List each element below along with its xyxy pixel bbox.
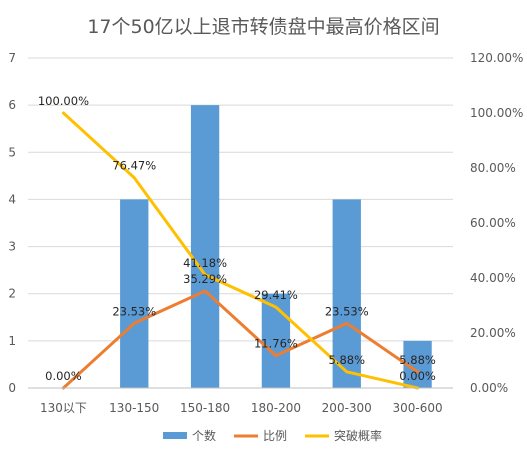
bar	[261, 293, 291, 388]
legend-label: 比例	[263, 429, 287, 443]
left-tick-label: 5	[8, 145, 16, 159]
line-series	[61, 111, 420, 390]
bar	[190, 105, 220, 389]
left-tick-label: 4	[8, 192, 16, 206]
line-比例	[61, 289, 420, 390]
left-tick-label: 3	[8, 240, 16, 254]
right-tick-label: 80.00%	[470, 161, 516, 175]
bar-series	[120, 105, 432, 389]
right-axis-ticks: 0.00% 20.00% 40.00% 60.00% 80.00% 100.00% 120.…	[470, 51, 523, 395]
left-axis-ticks: 0 1 2 3 4 5 6 7	[8, 51, 16, 395]
data-label: 29.41%	[254, 288, 298, 302]
right-tick-label: 40.00%	[470, 271, 516, 285]
left-tick-label: 0	[8, 381, 16, 395]
left-tick-label: 7	[8, 51, 16, 65]
category-label: 130以下	[40, 401, 87, 415]
data-label: 23.53%	[112, 304, 156, 318]
legend: 个数 比例 突破概率	[163, 428, 382, 443]
data-label: 0.00%	[399, 369, 436, 383]
category-label: 150-180	[180, 401, 230, 415]
right-tick-label: 120.00%	[470, 51, 523, 65]
category-label: 300-600	[393, 401, 443, 415]
right-tick-label: 60.00%	[470, 216, 516, 230]
right-tick-label: 100.00%	[470, 106, 523, 120]
left-tick-label: 1	[8, 334, 16, 348]
left-tick-label: 2	[8, 287, 16, 301]
data-label: 11.76%	[254, 337, 298, 351]
legend-swatch	[163, 432, 187, 439]
right-tick-label: 20.00%	[470, 326, 516, 340]
data-label: 23.53%	[325, 304, 369, 318]
category-label: 200-300	[322, 401, 372, 415]
category-label: 130-150	[109, 401, 159, 415]
data-label: 76.47%	[112, 159, 156, 173]
data-labels: 0.00% 23.53% 35.29% 11.76% 23.53% 5.88% 100.00…	[38, 94, 436, 383]
data-label: 0.00%	[45, 369, 82, 383]
line-突破概率	[61, 111, 420, 390]
data-label: 5.88%	[328, 353, 365, 367]
data-label: 5.88%	[399, 353, 436, 367]
bar	[332, 199, 361, 388]
data-label: 41.18%	[183, 256, 227, 270]
bar	[120, 199, 149, 388]
category-labels: 130以下 130-150 150-180 180-200 200-300 300-600	[40, 401, 443, 415]
data-label: 100.00%	[38, 94, 89, 108]
chart-title: 17个50亿以上退市转债盘中最高价格区间	[87, 16, 439, 38]
legend-label: 个数	[192, 428, 216, 443]
data-label: 35.29%	[183, 272, 227, 286]
right-tick-label: 0.00%	[470, 381, 508, 395]
category-label: 180-200	[251, 401, 301, 415]
gridlines	[28, 57, 453, 342]
legend-label: 突破概率	[334, 428, 382, 443]
left-tick-label: 6	[8, 98, 16, 112]
